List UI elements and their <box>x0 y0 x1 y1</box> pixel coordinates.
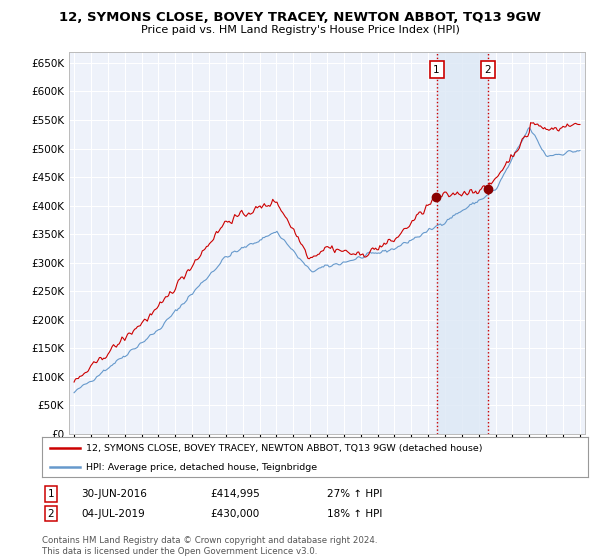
Text: Contains HM Land Registry data © Crown copyright and database right 2024.
This d: Contains HM Land Registry data © Crown c… <box>42 536 377 556</box>
Text: 04-JUL-2019: 04-JUL-2019 <box>81 508 145 519</box>
Text: 2: 2 <box>47 508 55 519</box>
Text: HPI: Average price, detached house, Teignbridge: HPI: Average price, detached house, Teig… <box>86 463 317 472</box>
Text: 2: 2 <box>485 65 491 75</box>
Text: 30-JUN-2016: 30-JUN-2016 <box>81 489 147 499</box>
Text: Price paid vs. HM Land Registry's House Price Index (HPI): Price paid vs. HM Land Registry's House … <box>140 25 460 35</box>
Text: 27% ↑ HPI: 27% ↑ HPI <box>327 489 382 499</box>
Text: 12, SYMONS CLOSE, BOVEY TRACEY, NEWTON ABBOT, TQ13 9GW (detached house): 12, SYMONS CLOSE, BOVEY TRACEY, NEWTON A… <box>86 444 482 452</box>
Text: £430,000: £430,000 <box>210 508 259 519</box>
Text: 1: 1 <box>47 489 55 499</box>
Text: 18% ↑ HPI: 18% ↑ HPI <box>327 508 382 519</box>
Text: 12, SYMONS CLOSE, BOVEY TRACEY, NEWTON ABBOT, TQ13 9GW: 12, SYMONS CLOSE, BOVEY TRACEY, NEWTON A… <box>59 11 541 24</box>
Text: 1: 1 <box>433 65 440 75</box>
Bar <box>437 52 488 434</box>
Text: £414,995: £414,995 <box>210 489 260 499</box>
